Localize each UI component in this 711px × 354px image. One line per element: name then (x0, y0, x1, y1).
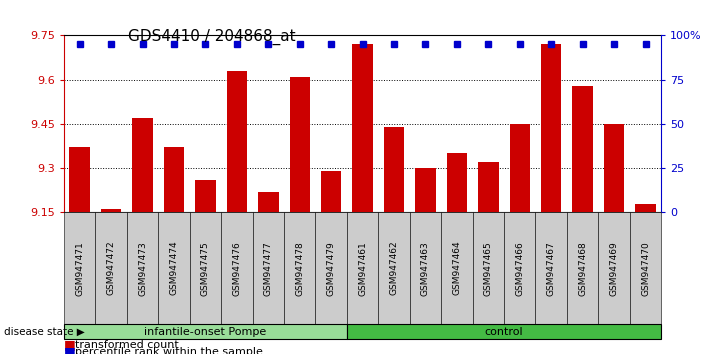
Text: GSM947473: GSM947473 (138, 241, 147, 296)
Bar (415, 168, 436, 212)
Text: GSM947479: GSM947479 (326, 241, 336, 296)
Bar (604, 124, 624, 212)
Text: GSM947462: GSM947462 (390, 241, 399, 296)
Bar (101, 210, 122, 212)
Text: GSM947471: GSM947471 (75, 241, 84, 296)
Bar (164, 148, 184, 212)
Bar (636, 204, 656, 212)
Text: GSM947466: GSM947466 (515, 241, 524, 296)
Text: GSM947474: GSM947474 (169, 241, 178, 296)
Bar (289, 77, 310, 212)
Bar (510, 124, 530, 212)
Bar (541, 44, 562, 212)
Text: GDS4410 / 204868_at: GDS4410 / 204868_at (128, 28, 296, 45)
Text: GSM947467: GSM947467 (547, 241, 556, 296)
Text: GSM947469: GSM947469 (609, 241, 619, 296)
Text: GSM947478: GSM947478 (295, 241, 304, 296)
Text: percentile rank within the sample: percentile rank within the sample (75, 347, 262, 354)
Text: infantile-onset Pompe: infantile-onset Pompe (144, 326, 267, 337)
Bar (353, 44, 373, 212)
Text: GSM947472: GSM947472 (107, 241, 116, 296)
Bar (70, 148, 90, 212)
Text: GSM947475: GSM947475 (201, 241, 210, 296)
Bar (132, 118, 153, 212)
Bar (321, 171, 341, 212)
Bar (447, 153, 467, 212)
Text: disease state ▶: disease state ▶ (4, 326, 85, 337)
Text: GSM947470: GSM947470 (641, 241, 650, 296)
Bar (572, 86, 593, 212)
Text: GSM947461: GSM947461 (358, 241, 367, 296)
Text: GSM947463: GSM947463 (421, 241, 430, 296)
Bar (258, 192, 279, 212)
Bar (478, 162, 498, 212)
Text: GSM947468: GSM947468 (578, 241, 587, 296)
Text: GSM947464: GSM947464 (452, 241, 461, 296)
Text: transformed count: transformed count (75, 340, 178, 350)
Text: ■: ■ (64, 346, 76, 354)
Bar (196, 180, 215, 212)
Text: GSM947465: GSM947465 (484, 241, 493, 296)
Bar (227, 71, 247, 212)
Text: ■: ■ (64, 338, 76, 351)
Text: GSM947476: GSM947476 (232, 241, 241, 296)
Bar (384, 127, 405, 212)
Text: GSM947477: GSM947477 (264, 241, 273, 296)
Text: control: control (485, 326, 523, 337)
